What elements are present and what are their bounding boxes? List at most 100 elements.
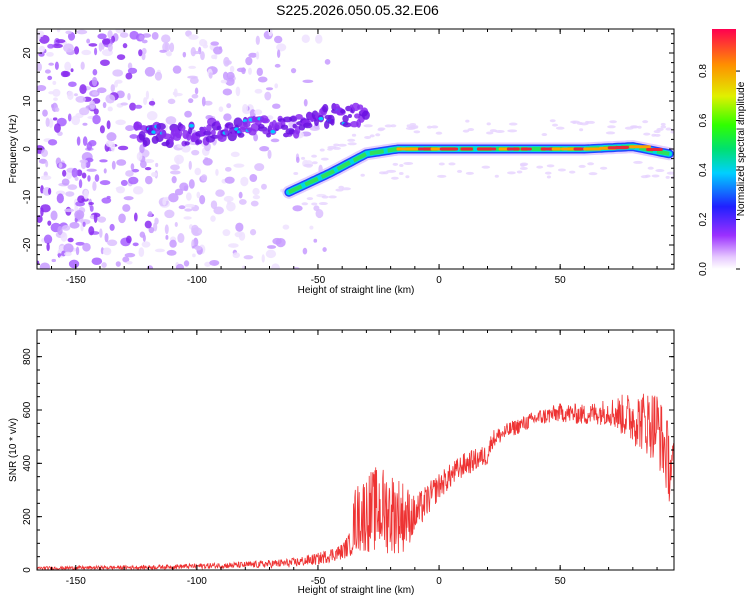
spectrogram-fringe-blob	[655, 169, 665, 173]
spectrogram-fringe-blob	[462, 129, 470, 133]
spectrogram-noise-blob	[40, 207, 44, 217]
spectrogram-noise-blob	[80, 61, 85, 70]
spectrogram-noise-blob	[202, 158, 213, 166]
spectrogram-noise-blob	[230, 151, 240, 158]
spectrogram-fringe-blob	[351, 133, 357, 137]
snr-x-tick-label: 50	[555, 576, 567, 587]
spectrogram-noise-blob	[167, 98, 176, 105]
spectrogram-upper-branch-blob	[174, 128, 183, 139]
spectrogram-noise-blob	[107, 43, 113, 52]
snr-y-tick-label: 600	[22, 401, 33, 418]
spectrogram-noise-blob	[116, 159, 127, 166]
spectrogram-noise-blob	[213, 46, 223, 55]
spectrogram-noise-blob	[45, 117, 50, 127]
spectrogram-noise-blob	[183, 260, 190, 267]
spectrogram-upper-branch-blob	[138, 130, 146, 141]
spectrogram-noise-blob	[169, 42, 175, 53]
spectrogram-fringe-blob	[494, 174, 499, 178]
snr-x-axis-label: Height of straight line (km)	[298, 585, 415, 596]
spectrogram-fringe-blob	[437, 174, 447, 178]
spectrogram-noise-blob	[120, 102, 128, 106]
spectrogram-noise-blob	[174, 188, 184, 196]
spectrogram-noise-blob	[164, 42, 168, 52]
spectrogram-fringe-blob	[507, 129, 518, 133]
spectrogram-noise-blob	[100, 59, 110, 66]
spectrogram-noise-blob	[79, 84, 87, 95]
spectrogram-noise-blob	[248, 67, 252, 75]
spectrogram-fringe-blob	[465, 119, 470, 123]
spectrogram-upper-branch-blob	[340, 109, 346, 114]
spectrogram-noise-blob	[61, 225, 71, 231]
spectrogram-noise-blob	[254, 163, 265, 171]
spectrogram-fringe-blob	[569, 170, 576, 174]
spectrogram-noise-blob	[232, 252, 240, 259]
spectrogram-noise-blob	[67, 184, 78, 190]
spectrogram-noise-blob	[315, 34, 323, 44]
spectrogram-noise-blob	[172, 65, 182, 74]
spectrogram-upper-branch-blob	[184, 141, 190, 146]
spectrogram-noise-blob	[309, 225, 314, 230]
spectrogram-fringe-blob	[552, 123, 559, 127]
spectrogram-y-tick-label: -20	[22, 237, 33, 252]
spectrogram-noise-blob	[270, 138, 280, 143]
spectrogram-x-axis: -150 -100 -50 0 50	[51, 29, 658, 286]
spectrogram-noise-blob	[64, 61, 72, 72]
spectrogram-fringe-blob	[660, 125, 667, 129]
spectrogram-upper-branch-blob	[342, 122, 352, 128]
spectrogram-fringe-blob	[544, 171, 552, 175]
spectrogram-fringe-blob	[665, 175, 670, 179]
spectrogram-noise-blob	[89, 205, 94, 212]
spectrogram-noise-blob	[65, 30, 72, 35]
spectrogram-fringe-blob	[435, 131, 443, 135]
spectrogram-noise-blob	[166, 249, 177, 256]
spectrogram-noise-blob	[74, 209, 85, 220]
spectrogram-fringe-blob	[579, 128, 584, 132]
spectrogram-noise-blob	[201, 96, 206, 107]
spectrogram-noise-blob	[79, 107, 90, 116]
spectrogram-noise-blob	[88, 43, 98, 47]
colorbar-label: Normalized spectral amplitude	[736, 81, 747, 216]
spectrogram-fringe-blob	[337, 143, 347, 147]
spectrogram-fringe-blob	[409, 124, 419, 128]
spectrogram-noise-blob	[188, 65, 197, 69]
spectrogram-noise-blob	[200, 174, 208, 182]
spectrogram-noise-blob	[301, 34, 310, 43]
spectrogram-noise-blob	[41, 149, 49, 158]
spectrogram-noise-blob	[188, 160, 192, 170]
spectrogram-noise-blob	[274, 83, 279, 89]
spectrogram-noise-blob	[143, 97, 148, 106]
spectrogram-noise-blob	[272, 103, 281, 109]
spectrogram-noise-blob	[69, 221, 80, 229]
spectrogram-noise-blob	[37, 85, 47, 92]
spectrogram-noise-blob	[62, 169, 67, 177]
spectrogram-noise-blob	[324, 59, 331, 65]
spectrogram-noise-blob	[123, 196, 134, 201]
spectrogram-x-tick-label: -150	[66, 275, 86, 286]
spectrogram-fringe-blob	[630, 125, 639, 129]
spectrogram-fringe-blob	[413, 130, 421, 134]
spectrogram-noise-blob	[117, 145, 129, 151]
spectrogram-fringe-blob	[587, 162, 595, 166]
spectrogram-noise-blob	[48, 62, 55, 66]
spectrogram-noise-blob	[238, 198, 247, 205]
spectrogram-noise-blob	[199, 195, 206, 205]
spectrogram-noise-blob	[255, 35, 260, 46]
spectrogram-noise-blob	[276, 43, 287, 52]
spectrogram-noise-blob	[209, 259, 220, 266]
spectrogram-noise-blob	[54, 107, 60, 112]
spectrogram-noise-blob	[52, 88, 61, 97]
spectrogram-noise-blob	[82, 242, 91, 252]
spectrogram-noise-blob	[235, 86, 241, 97]
spectrogram-upper-branch-blob	[216, 125, 222, 131]
spectrogram-noise-blob	[238, 191, 243, 199]
spectrogram-noise-blob	[39, 262, 51, 269]
spectrogram-noise-blob	[105, 94, 116, 104]
spectrogram-noise-blob	[70, 68, 74, 73]
spectrogram-noise-blob	[222, 71, 229, 81]
spectrogram-noise-blob	[302, 79, 314, 83]
spectrogram-y-tick-label: 10	[22, 95, 33, 107]
spectrogram-fringe-blob	[516, 170, 523, 174]
spectrogram-noise-blob	[114, 79, 123, 84]
spectrogram-noise-blob	[102, 101, 107, 109]
spectrogram-noise-blob	[67, 237, 74, 243]
